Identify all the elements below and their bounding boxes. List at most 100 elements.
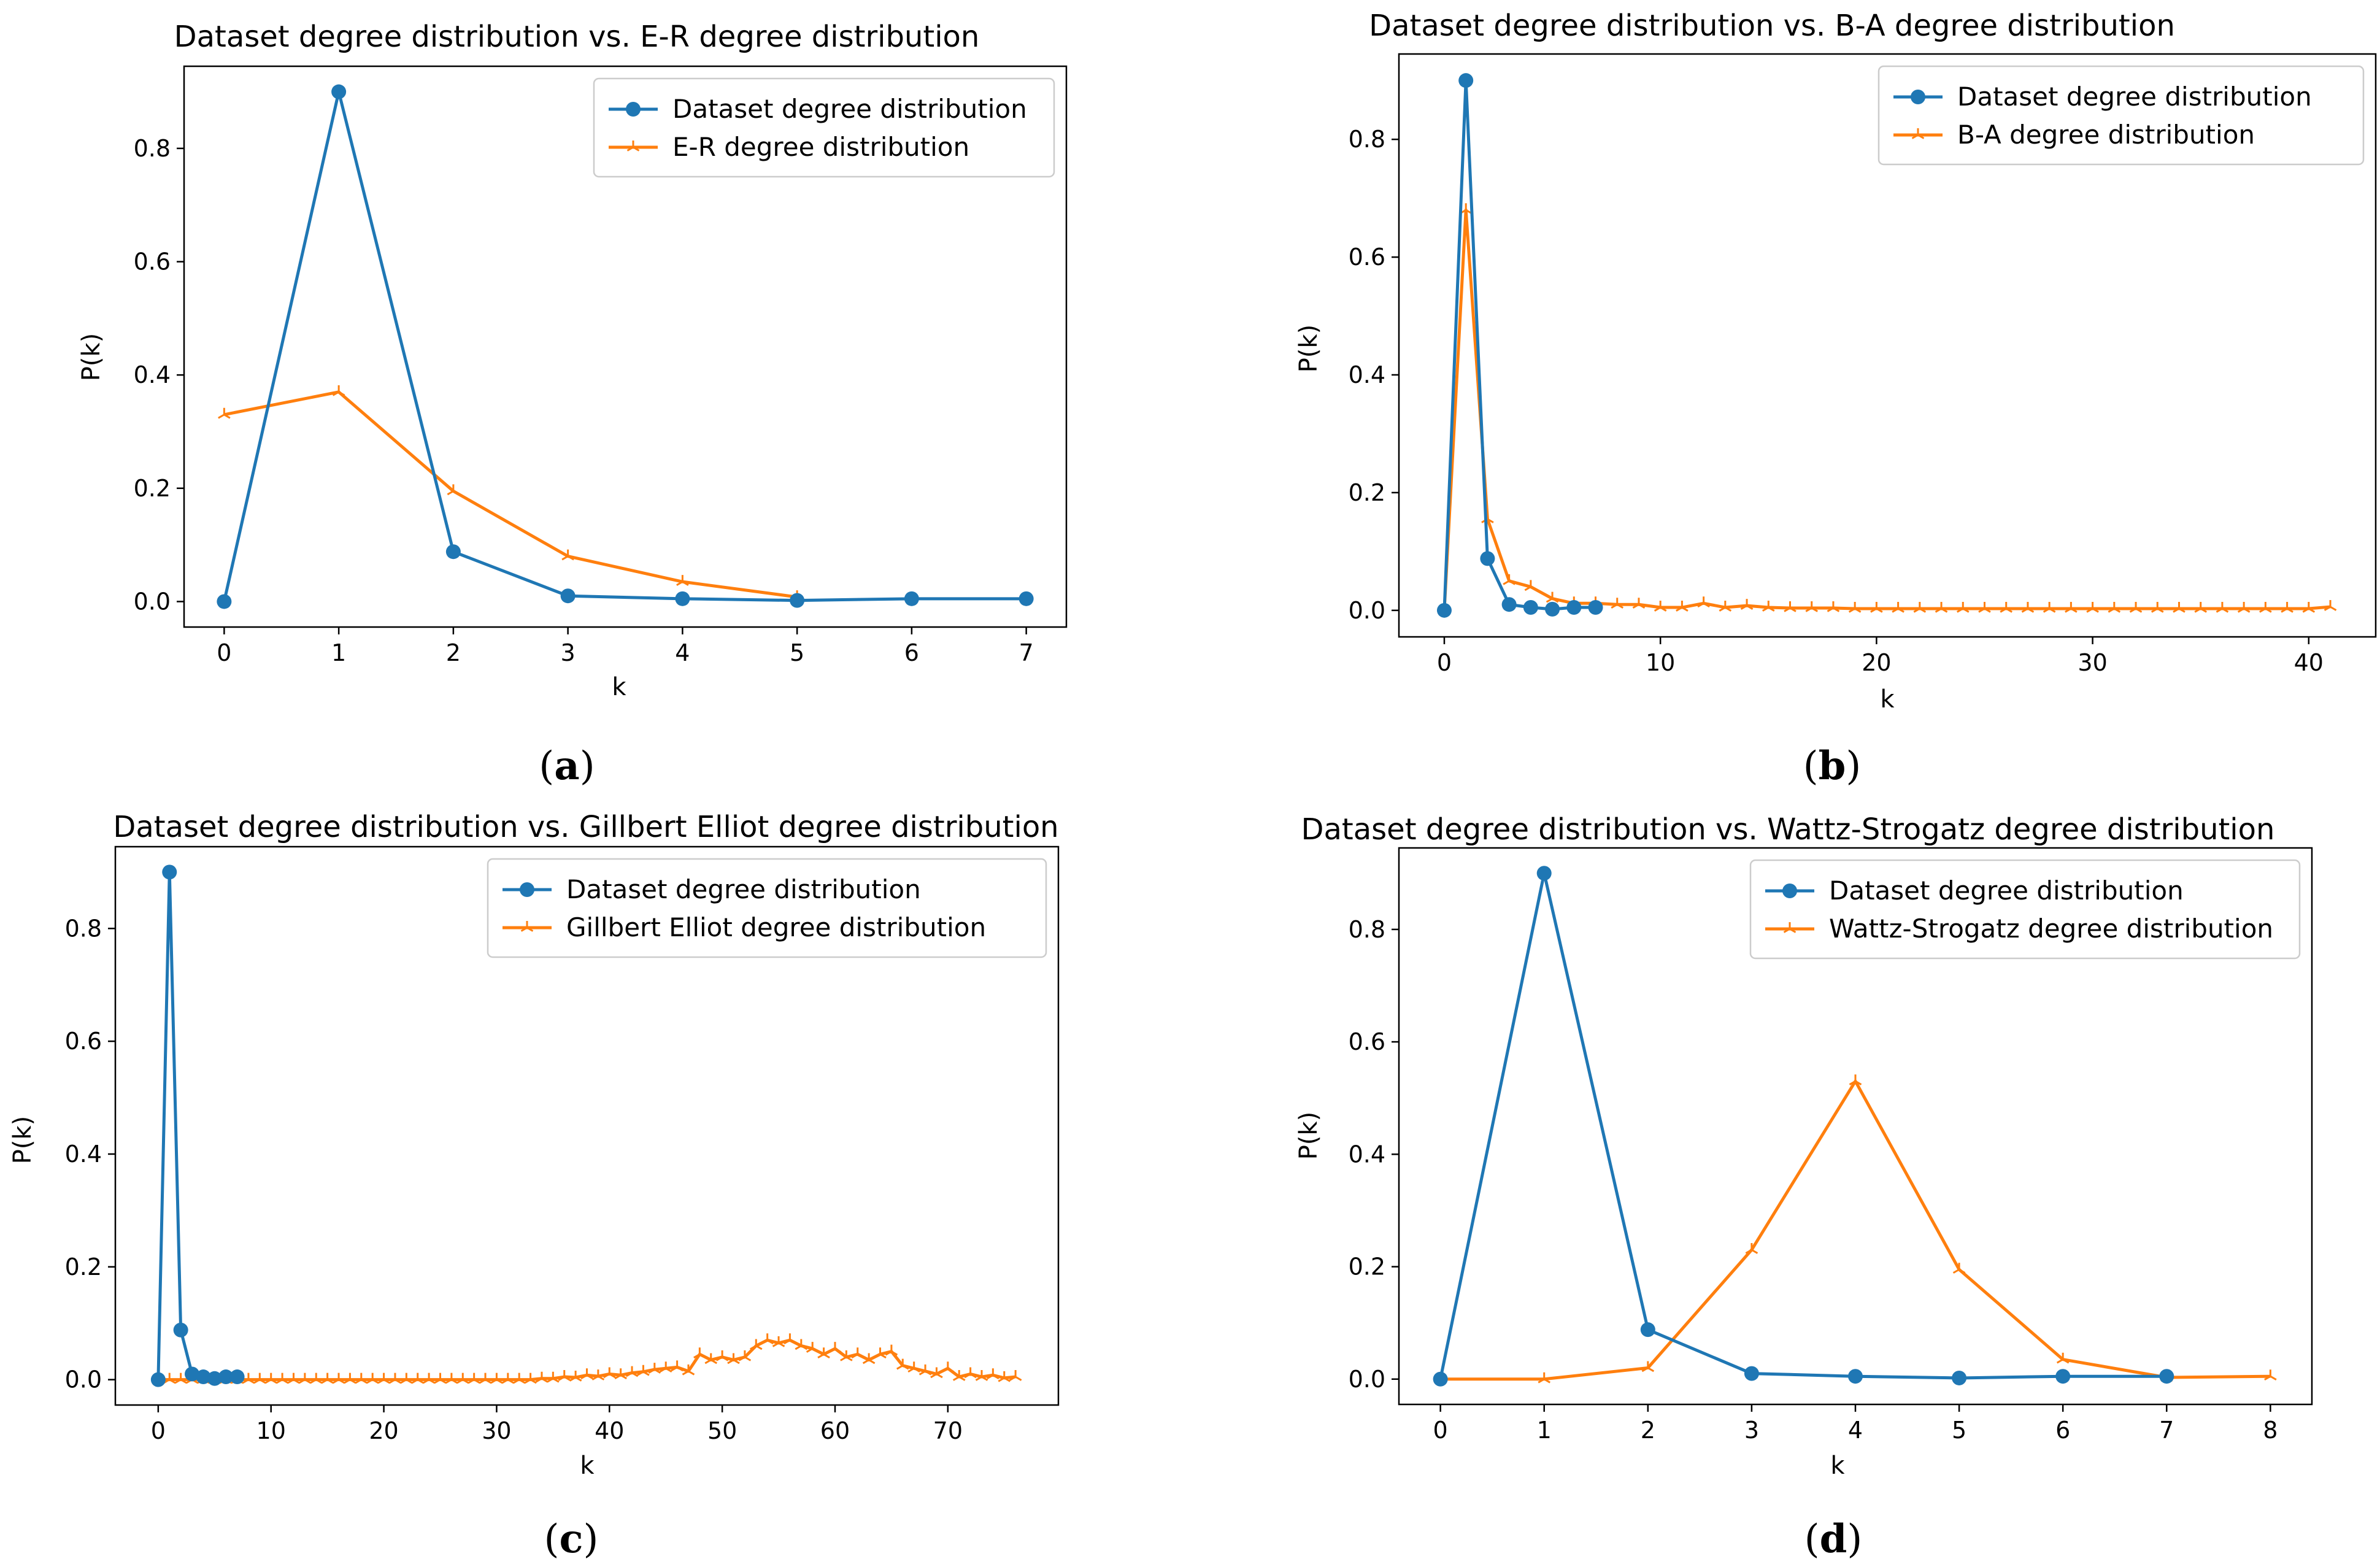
panel-b-series-model-line xyxy=(1442,208,2331,610)
panel-c-model-point xyxy=(964,1367,977,1379)
panel-c-xtick-label: 0 xyxy=(151,1417,166,1444)
panel-d-ylabel: P(k) xyxy=(1295,1112,1323,1160)
panel-b-model-point xyxy=(1719,601,1732,612)
panel-b-model-point xyxy=(2173,601,2186,613)
panel-b-model-point xyxy=(2237,601,2251,613)
panel-c-dataset-point xyxy=(150,1372,166,1387)
panel-a-ytick-label: 0.6 xyxy=(134,248,171,275)
panel-b-model-point xyxy=(2151,601,2164,613)
panel-c-dataset-point xyxy=(185,1366,200,1382)
panel-b-legend: Dataset degree distribution B-A degree di… xyxy=(1877,65,2365,166)
panel-b-legend-entry-dataset: Dataset degree distribution xyxy=(1893,82,2312,112)
panel-a-model-point xyxy=(218,407,231,419)
panel-d-xtick-label: 5 xyxy=(1952,1417,1966,1444)
panel-d-model-point xyxy=(1849,1074,1862,1086)
panel-b-model-point xyxy=(2216,601,2229,613)
panel-b-ytick-label: 0.0 xyxy=(1349,597,1385,624)
panel-b-model-point xyxy=(1935,601,1948,613)
panel-b-series-dataset xyxy=(1436,73,1603,618)
panel-a-title: Dataset degree distribution vs. E-R degr… xyxy=(174,20,980,54)
panel-c-model-point xyxy=(422,1373,436,1384)
panel-c-dataset-point xyxy=(207,1371,222,1386)
panel-a-dataset-point xyxy=(790,593,805,608)
panel-d-dataset-point xyxy=(2055,1369,2071,1384)
panel-c-dataset-point xyxy=(229,1369,245,1385)
panel-c-model-point xyxy=(400,1373,413,1384)
panel-b-xtick-label: 0 xyxy=(1437,649,1452,676)
panel-c-model-point xyxy=(930,1367,943,1379)
panel-b-model-point xyxy=(2281,601,2293,613)
panel-b-dataset-point xyxy=(1480,551,1495,566)
panel-c-model-point xyxy=(501,1373,515,1384)
panel-c-dataset-point xyxy=(173,1322,188,1338)
panel-c-series-dataset-line xyxy=(156,870,237,1380)
panel-b-model-point xyxy=(1827,601,1840,612)
panel-b-model-point xyxy=(1632,598,1646,609)
panel-c-xtick-label: 40 xyxy=(595,1417,624,1444)
panel-b-xtick-label: 20 xyxy=(1862,649,1891,676)
panel-b-title: Dataset degree distribution vs. B-A degr… xyxy=(1369,9,2175,43)
panel-c-model-point xyxy=(242,1373,255,1384)
panel-c-axes-frame xyxy=(114,845,1060,1406)
panel-d-legend: Dataset degree distribution Wattz-Strogat… xyxy=(1749,859,2301,960)
panel-b-legend-swatch-marker xyxy=(1911,128,1925,139)
panel-c-model-point xyxy=(275,1373,289,1384)
panel-a-model-point xyxy=(332,385,345,396)
panel-c-xtick-label: 70 xyxy=(933,1417,963,1444)
panel-d-model-point xyxy=(1641,1361,1655,1373)
panel-d-model-point xyxy=(1538,1372,1551,1384)
panel-c-caption-letter: c xyxy=(560,1516,583,1562)
panel-c-dataset-point xyxy=(218,1369,234,1385)
panel-c-model-point xyxy=(456,1373,469,1384)
panel-c-model-point xyxy=(535,1371,549,1383)
panel-c-xtick-label: 50 xyxy=(707,1417,737,1444)
panel-a-series-model-line xyxy=(223,390,798,599)
panel-b-model-point xyxy=(2259,601,2272,613)
panel-a-xtick-label: 4 xyxy=(675,639,690,666)
panel-c-model-point xyxy=(445,1373,458,1384)
panel-c-model-point xyxy=(287,1373,300,1384)
panel-d-model-point xyxy=(2264,1369,2277,1380)
panel-d-ytick-label: 0.8 xyxy=(1349,916,1385,943)
panel-b-xlabel: k xyxy=(1880,685,1895,714)
panel-c-model-point xyxy=(727,1353,740,1365)
panel-c-model-point xyxy=(918,1364,932,1376)
panel-c-model-point xyxy=(738,1350,752,1361)
panel-a-xtick-label: 2 xyxy=(446,639,461,666)
panel-a-caption: (a) xyxy=(539,743,595,789)
panel-c-model-point xyxy=(671,1360,684,1372)
panel-c-ytick-label: 0.4 xyxy=(65,1141,102,1168)
panel-d-ytick-label: 0.6 xyxy=(1349,1028,1385,1055)
panel-d-dataset-point xyxy=(2159,1369,2174,1384)
panel-c-model-point xyxy=(851,1347,865,1359)
panel-a-ytick-label: 0.2 xyxy=(134,475,171,502)
panel-b-caption-letter: b xyxy=(1819,743,1846,789)
panel-a-caption-letter: a xyxy=(554,743,579,789)
panel-b-model-point xyxy=(1524,580,1538,591)
panel-b-legend-label: B-A degree distribution xyxy=(1957,120,2255,150)
panel-a-model-point xyxy=(561,549,574,561)
panel-b: Dataset degree distribution vs. B-A degr… xyxy=(1295,9,2377,789)
panel-c-model-point xyxy=(975,1370,988,1381)
panel-b-ytick-label: 0.8 xyxy=(1349,126,1385,153)
panel-d-legend-box xyxy=(1749,859,2301,960)
panel-d-legend-entry-model: Wattz-Strogatz degree distribution xyxy=(1765,914,2273,944)
panel-b-model-point xyxy=(1740,599,1754,610)
panel-b-ytick-label: 0.6 xyxy=(1349,244,1385,271)
panel-c-legend-entry-dataset: Dataset degree distribution xyxy=(503,874,921,904)
panel-c-model-point xyxy=(637,1365,650,1376)
panel-a-xtick-label: 3 xyxy=(561,639,576,666)
panel-a-legend-entry-dataset: Dataset degree distribution xyxy=(609,94,1027,124)
panel-c-model-point xyxy=(840,1350,853,1361)
panel-c-model-point xyxy=(659,1361,672,1373)
panel-c-model-point xyxy=(332,1373,345,1384)
panel-b-model-point xyxy=(2021,601,2035,613)
panel-a-model-point xyxy=(676,575,689,586)
panel-b-dataset-point xyxy=(1458,73,1474,88)
panel-d-xtick-label: 2 xyxy=(1641,1417,1655,1444)
panel-c-model-point xyxy=(704,1353,718,1365)
panel-c-legend-box xyxy=(487,858,1047,958)
panel-d-ytick-label: 0.2 xyxy=(1349,1253,1385,1280)
panel-b-dataset-point xyxy=(1523,600,1538,615)
